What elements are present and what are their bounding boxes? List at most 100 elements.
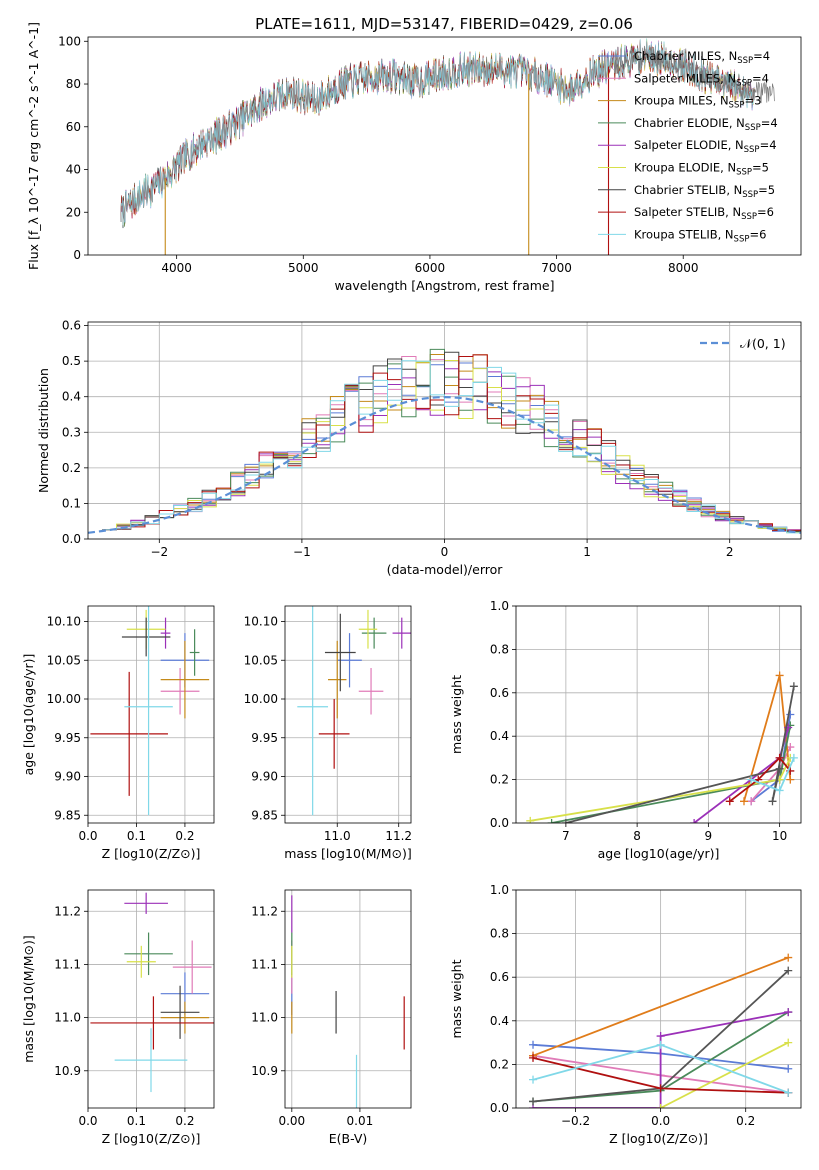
legend-label: Salpeter STELIB, NSSP=6 (634, 205, 774, 222)
axes-frame (87, 889, 215, 1109)
weight-marker (561, 819, 570, 823)
errorbar-point (160, 1001, 210, 1034)
y-tick-label: 100 (58, 34, 81, 48)
y-tick-label: 9.90 (251, 770, 278, 784)
spectrum-data-line (613, 45, 775, 104)
legend-count: =4 (752, 71, 769, 85)
x-tick-label: 4000 (161, 261, 192, 275)
weight-marker (784, 966, 793, 975)
y-tick-label: 9.95 (54, 731, 81, 745)
weight-marker (775, 786, 784, 795)
legend-label: Salpeter ELODIE, NSSP=4 (634, 138, 777, 155)
y-tick-label: 11.0 (54, 1011, 81, 1025)
x-tick-label: 0.2 (736, 1114, 755, 1128)
axes-frame (284, 889, 412, 1109)
y-axis-label: mass weight (449, 959, 464, 1038)
weight-series-line (530, 757, 792, 822)
legend-count: =6 (757, 205, 774, 219)
legend-count: =4 (761, 116, 778, 130)
axes-age-vs-mass: 11.0 11.2 9.85 9.90 9.95 10.00 10.05 10.10 mass … (244, 606, 412, 861)
x-axis-label: wavelength [Angstrom, rest frame] (334, 278, 554, 293)
legend-count: =6 (749, 227, 766, 241)
errorbar-point (337, 633, 362, 688)
x-tick-label: 0.2 (175, 1114, 194, 1128)
x-tick-label: 0.1 (127, 1114, 146, 1128)
weight-marker (786, 775, 795, 784)
y-tick-label: 9.85 (54, 808, 81, 822)
legend-count: =3 (744, 94, 761, 108)
legend-label: 𝒩(0, 1) (740, 336, 786, 351)
x-tick-label: 8000 (668, 261, 699, 275)
spectrum-lines (120, 38, 775, 255)
y-tick-label: 10.9 (251, 1064, 278, 1078)
legend-label: Kroupa STELIB, NSSP=6 (634, 227, 766, 244)
errorbar-point (90, 996, 214, 1050)
errorbar-point (90, 671, 168, 796)
errorbar-point (160, 668, 200, 715)
errorbar-point (124, 892, 168, 914)
errorbars-mass-vs-Z (90, 892, 214, 1093)
x-tick-label: 7000 (541, 261, 572, 275)
errorbars-age-vs-Z (90, 606, 210, 816)
weights-Z-weights (529, 953, 793, 1108)
weight-marker (775, 764, 784, 773)
weight-marker (784, 1064, 793, 1073)
weight-marker (526, 816, 535, 823)
x-tick-label: 8 (633, 829, 641, 843)
y-axis-label: mass weight (449, 675, 464, 754)
y-tick-label: 60 (66, 120, 81, 134)
x-tick-label: 7 (562, 829, 570, 843)
y-tick-label: 0.0 (490, 816, 509, 830)
weight-marker (784, 1038, 793, 1047)
errorbar-point (324, 613, 356, 692)
histogram-series (102, 354, 801, 531)
weight-marker (690, 819, 699, 823)
weight-marker (789, 753, 798, 762)
legend-subscript: SSP (736, 168, 752, 178)
x-tick-label: 2 (726, 545, 734, 559)
x-tick-label: −2 (150, 545, 168, 559)
y-axis-label: mass [log10(M/M⊙)] (21, 935, 36, 1063)
gaussian-curve (88, 395, 801, 534)
legend-subscript: SSP (741, 212, 757, 222)
y-tick-label: 11.2 (251, 904, 278, 918)
spectrum-series-line (120, 38, 755, 226)
y-axis-label: age [log10(age/yr)] (21, 654, 36, 776)
y-axis-label: Flux [f_λ 10^-17 erg cm^-2 s^-1 A^-1] (26, 22, 41, 270)
axes-frame (87, 605, 215, 824)
histogram-steps (88, 348, 801, 534)
axes-frame (515, 889, 802, 1109)
errorbars-mass-vs-ebv (291, 895, 405, 1108)
errorbar-point (114, 1028, 188, 1093)
legend-count: =5 (752, 161, 769, 175)
x-axis-label: E(B-V) (329, 1131, 368, 1146)
y-tick-label: 0.0 (62, 532, 81, 546)
weight-marker (740, 797, 748, 806)
axes-frame (87, 36, 802, 256)
figure-title: PLATE=1611, MJD=53147, FIBERID=0429, z=0… (255, 15, 633, 33)
weight-marker (784, 1008, 793, 1017)
x-axis-label: mass [log10(M/M⊙)] (284, 846, 412, 861)
y-tick-label: 10.00 (244, 692, 278, 706)
weight-marker (775, 671, 784, 680)
y-tick-label: 11.2 (54, 904, 81, 918)
legend-label: Kroupa ELODIE, NSSP=5 (634, 161, 769, 178)
y-tick-label: 10.05 (47, 653, 81, 667)
errorbar-point (172, 940, 212, 994)
errorbar-point (318, 699, 350, 769)
legend-subscript: SSP (744, 145, 760, 155)
histogram-series (102, 368, 801, 531)
legend-label: Chabrier ELODIE, NSSP=4 (634, 116, 778, 133)
x-tick-label: 0.0 (78, 1114, 97, 1128)
y-tick-label: 0.5 (62, 354, 81, 368)
y-tick-label: 9.85 (251, 808, 278, 822)
weight-series-line (565, 686, 795, 823)
errorbar-point (328, 640, 347, 719)
x-tick-label: 0.00 (278, 1114, 305, 1128)
y-tick-label: 10.10 (244, 615, 278, 629)
x-axis-label: Z [log10(Z/Z⊙)] (102, 846, 201, 861)
axes-age-vs-Z: 0.0 0.1 0.2 9.85 9.90 9.95 10.00 10.05 10.10 Z [l… (21, 606, 214, 861)
legend-subscript: SSP (745, 123, 761, 133)
y-tick-label: 40 (66, 163, 81, 177)
